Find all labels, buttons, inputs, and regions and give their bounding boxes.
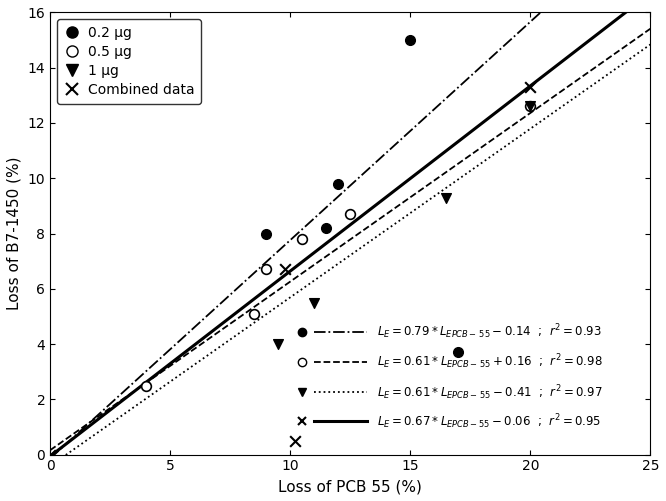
Point [290, 437, 300, 445]
Point [249, 310, 260, 318]
Point [345, 210, 356, 218]
Point [333, 180, 344, 188]
Point [273, 340, 284, 348]
Point [441, 193, 452, 201]
X-axis label: Loss of PCB 55 (%): Loss of PCB 55 (%) [278, 479, 422, 494]
Point [261, 229, 272, 237]
Point [321, 224, 332, 232]
Y-axis label: Loss of B7-1450 (%): Loss of B7-1450 (%) [7, 157, 22, 310]
Point [525, 102, 535, 110]
Point [141, 382, 151, 390]
Point [453, 348, 464, 356]
Point [309, 299, 320, 307]
Text: $L_E = 0.61*L_{EPCB-\,55} + 0.16$  ;  $r^2 = 0.98$: $L_E = 0.61*L_{EPCB-\,55} + 0.16$ ; $r^2… [376, 353, 603, 371]
Point [297, 235, 308, 243]
Point [525, 83, 535, 91]
Point [45, 450, 55, 458]
Text: $L_E = 0.61*L_{EPCB-\,55} - 0.41$  ;  $r^2 = 0.97$: $L_E = 0.61*L_{EPCB-\,55} - 0.41$ ; $r^2… [376, 383, 602, 402]
Point [405, 36, 416, 44]
Point [261, 266, 272, 274]
Text: $L_E = 0.67*L_{EPCB-55} - 0.06$  ;  $r^2 = 0.95$: $L_E = 0.67*L_{EPCB-55} - 0.06$ ; $r^2 =… [376, 412, 601, 431]
Point [525, 102, 535, 110]
Text: $L_E = 0.79*L_{EPCB-\,55} - 0.14$  ;  $r^2 = 0.93$: $L_E = 0.79*L_{EPCB-\,55} - 0.14$ ; $r^2… [376, 322, 601, 341]
Point [280, 266, 291, 274]
Legend: 0.2 μg, 0.5 μg, 1 μg, Combined data: 0.2 μg, 0.5 μg, 1 μg, Combined data [57, 20, 201, 104]
